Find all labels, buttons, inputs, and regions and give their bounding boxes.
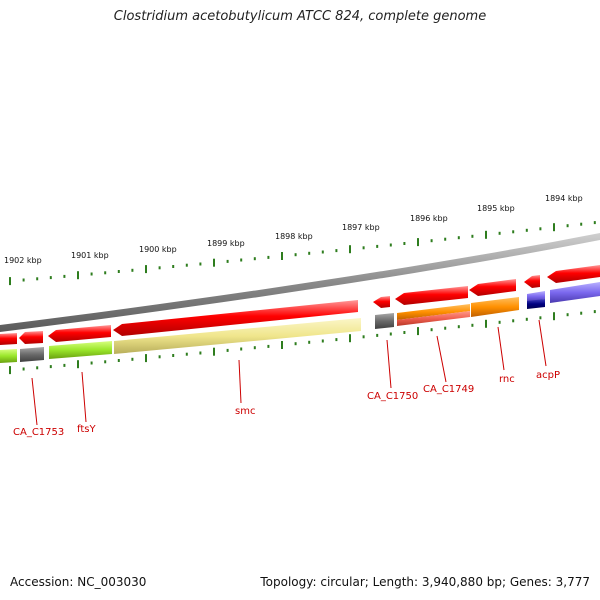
gene-label-rnc: rnc (499, 374, 515, 385)
leader-line (81, 371, 87, 423)
scale-labels: 1902 kbp 1901 kbp 1900 kbp 1899 kbp 1898… (4, 194, 583, 265)
feature-block (49, 341, 112, 359)
feature-arrow (524, 275, 540, 288)
feature-arrow (113, 300, 358, 336)
feature-block (397, 304, 470, 320)
gene-labels: CA_C1753 ftsY smc CA_C1750 CA_C1749 rnc … (13, 370, 560, 438)
gene-leader-lines (31, 319, 547, 426)
scale-label-1901: 1901 kbp (71, 251, 109, 260)
feature-arrow (19, 331, 43, 344)
leader-line (31, 377, 38, 426)
genome-summary-text: Topology: circular; Length: 3,940,880 bp… (260, 575, 590, 589)
gene-label-ftsy: ftsY (77, 424, 96, 435)
feature-block (471, 297, 519, 317)
leader-line (386, 339, 392, 389)
genome-backbone (0, 233, 600, 332)
leader-line (238, 359, 242, 404)
feature-arrow (373, 296, 390, 308)
scale-label-1894: 1894 kbp (545, 194, 583, 203)
forward-strand-features (0, 265, 600, 345)
feature-block (397, 311, 470, 326)
leader-line (538, 319, 547, 367)
leader-line (436, 335, 447, 383)
feature-arrow (0, 333, 17, 345)
scale-label-1900: 1900 kbp (139, 245, 177, 254)
gene-label-ca-c1749: CA_C1749 (423, 384, 474, 395)
feature-arrow (395, 286, 468, 305)
gene-label-ca-c1753: CA_C1753 (13, 427, 64, 438)
gene-label-ca-c1750: CA_C1750 (367, 391, 418, 402)
map-title: Clostridium acetobutylicum ATCC 824, com… (113, 9, 487, 24)
gene-label-acpp: acpP (536, 370, 560, 381)
feature-band (0, 282, 600, 363)
scale-label-1896: 1896 kbp (410, 214, 448, 223)
scale-ticks (9, 221, 596, 375)
feature-arrow (48, 325, 111, 342)
feature-block (114, 318, 361, 354)
feature-block (375, 313, 394, 329)
leader-line (497, 326, 505, 371)
feature-block (0, 349, 17, 363)
scale-label-1897: 1897 kbp (342, 223, 380, 232)
scale-label-1895: 1895 kbp (477, 204, 515, 213)
feature-block (20, 347, 44, 362)
gene-label-smc: smc (235, 406, 255, 417)
accession-text: Accession: NC_003030 (10, 575, 147, 589)
feature-block (527, 299, 545, 309)
scale-label-1902: 1902 kbp (4, 256, 42, 265)
scale-label-1899: 1899 kbp (207, 239, 245, 248)
feature-arrow (547, 265, 600, 283)
feature-block (550, 282, 600, 303)
feature-arrow (469, 279, 516, 296)
feature-block (527, 291, 545, 302)
scale-label-1898: 1898 kbp (275, 232, 313, 241)
